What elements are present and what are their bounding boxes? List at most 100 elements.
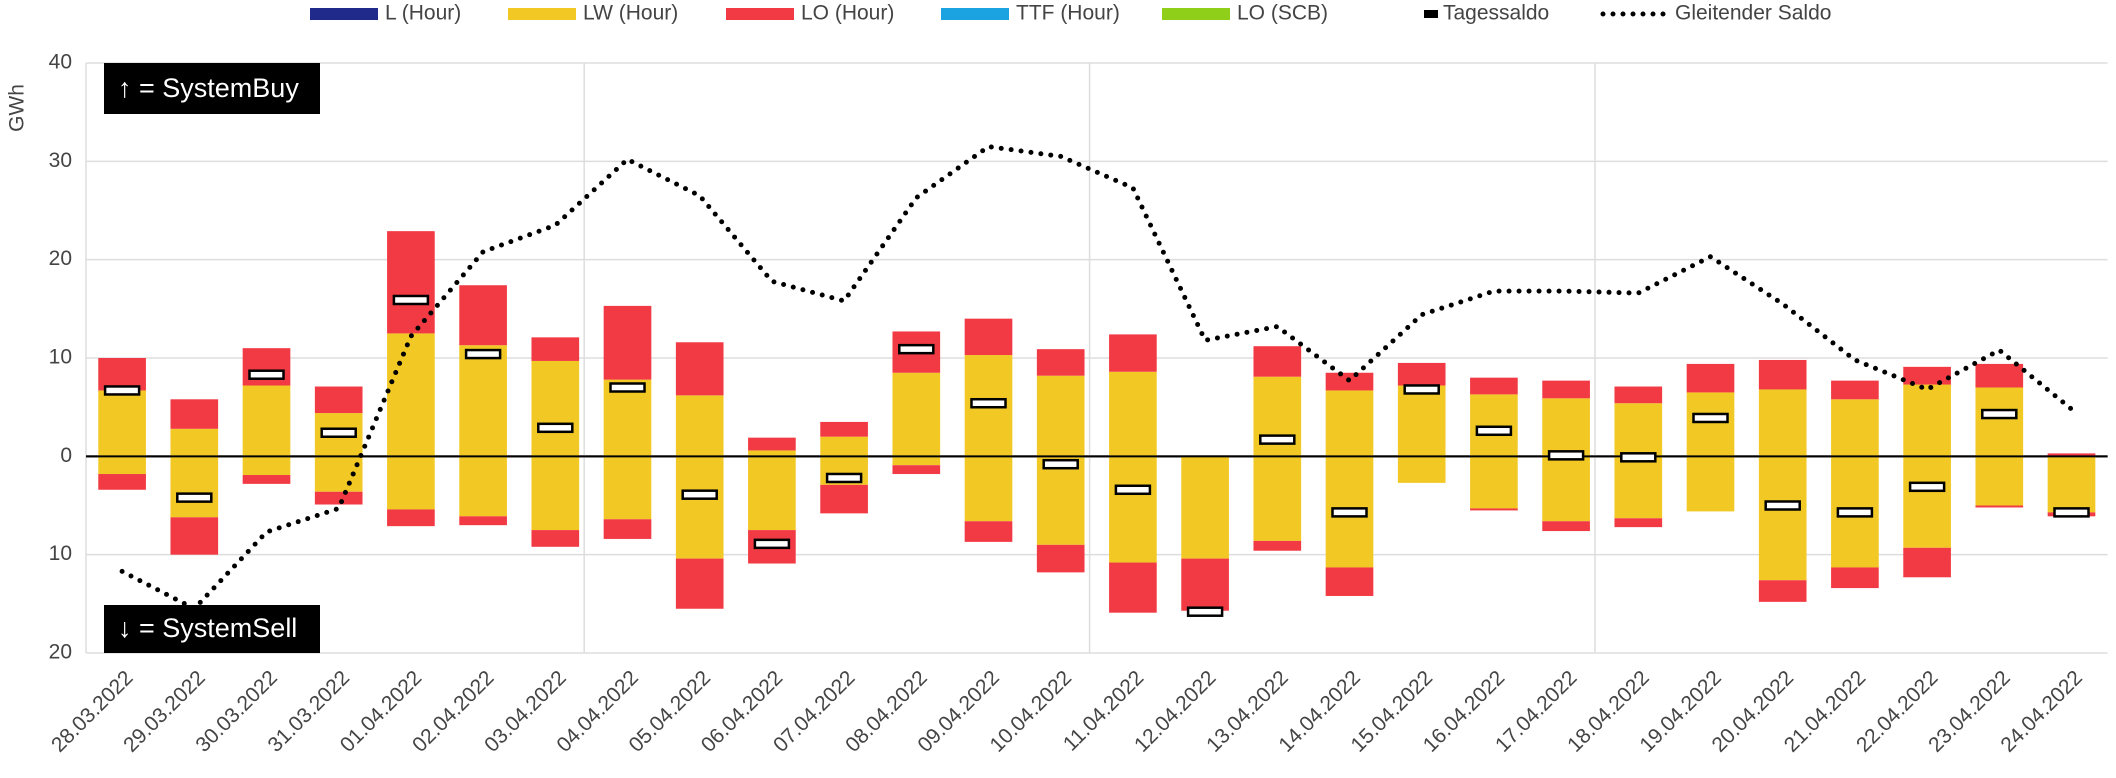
bar-segment bbox=[1758, 389, 1807, 457]
bar-segment bbox=[820, 436, 868, 457]
bar-segment bbox=[1109, 334, 1157, 372]
bar-segment bbox=[242, 385, 291, 457]
bar-segment bbox=[387, 509, 435, 527]
daily-balance-marker bbox=[537, 422, 574, 434]
bar-segment bbox=[748, 456, 796, 531]
bar-segment bbox=[964, 318, 1013, 356]
bar-segment bbox=[1397, 362, 1446, 386]
daily-balance-marker bbox=[825, 472, 863, 484]
bar-segment bbox=[820, 484, 868, 514]
bar-segment bbox=[314, 386, 363, 414]
y-axis-label: GWh bbox=[6, 84, 29, 132]
bar-segment bbox=[170, 428, 219, 457]
bar-segment bbox=[1325, 390, 1374, 457]
daily-balance-marker bbox=[1186, 606, 1224, 617]
legend-label: L (Hour) bbox=[385, 2, 461, 25]
daily-balance-marker bbox=[1331, 507, 1368, 518]
bar-segment bbox=[1975, 363, 2024, 388]
y-tick-label: 20 bbox=[49, 247, 72, 270]
bar-segment bbox=[1036, 375, 1085, 457]
bar-segment bbox=[1109, 562, 1157, 613]
bar-segment bbox=[748, 437, 796, 451]
bar-segment bbox=[1181, 558, 1229, 611]
bar-segment bbox=[1325, 567, 1374, 596]
bar-segment bbox=[1686, 392, 1735, 457]
y-tick-label: 0 bbox=[60, 444, 72, 467]
bar-segment bbox=[1614, 456, 1663, 519]
y-tick-label: 10 bbox=[49, 346, 72, 369]
legend-label: LW (Hour) bbox=[583, 2, 678, 25]
daily-balance-marker bbox=[1403, 384, 1440, 395]
bar-segment bbox=[531, 456, 580, 531]
daily-balance-marker bbox=[1042, 458, 1079, 470]
bar-segment bbox=[748, 450, 796, 457]
bar-segment bbox=[1758, 359, 1807, 390]
bar-segment bbox=[964, 521, 1013, 542]
bar-segment bbox=[1831, 567, 1879, 589]
bar-segment bbox=[1758, 580, 1807, 602]
bar-segment bbox=[1036, 544, 1085, 573]
bar-segment bbox=[1975, 505, 2024, 508]
y-tick-label: 30 bbox=[49, 149, 72, 172]
bar-segment bbox=[459, 516, 507, 526]
bar-segment bbox=[1614, 386, 1663, 404]
bar-segment bbox=[242, 456, 291, 476]
bar-segment bbox=[98, 358, 146, 391]
bar-segment bbox=[1109, 456, 1157, 563]
bar-segment bbox=[387, 456, 435, 510]
bar-segment bbox=[1253, 346, 1302, 377]
bar-segment bbox=[603, 456, 652, 520]
bar-segment bbox=[675, 558, 724, 609]
bar-segment bbox=[1903, 384, 1951, 457]
annotation-box bbox=[104, 63, 320, 114]
bar-segment bbox=[1542, 456, 1590, 522]
bar-segment bbox=[1903, 456, 1951, 548]
bar-segment bbox=[1614, 518, 1663, 528]
bar-segment bbox=[1181, 456, 1229, 559]
bar-segment bbox=[1253, 540, 1302, 551]
bar-segment bbox=[170, 399, 219, 429]
daily-balance-marker bbox=[1764, 500, 1801, 511]
bar-segment bbox=[603, 305, 652, 380]
bar-segment bbox=[459, 456, 507, 517]
bar-segment bbox=[1614, 403, 1663, 457]
daily-balance-marker bbox=[1620, 452, 1657, 463]
bar-segment bbox=[2047, 456, 2096, 513]
bar-segment bbox=[170, 517, 219, 555]
y-tick-label: 40 bbox=[49, 51, 72, 74]
daily-balance-marker bbox=[103, 385, 141, 396]
bar-segment bbox=[1903, 366, 1951, 385]
bar-segment bbox=[1397, 385, 1446, 457]
daily-balance-marker bbox=[464, 348, 502, 360]
bar-segment bbox=[98, 456, 146, 475]
daily-balance-marker bbox=[2053, 507, 2090, 518]
bar-segment bbox=[1109, 371, 1157, 457]
bar-segment bbox=[459, 345, 507, 457]
bar-segment bbox=[314, 491, 363, 505]
bar-segment bbox=[531, 360, 580, 457]
legend-label: TTF (Hour) bbox=[1016, 2, 1120, 25]
bar-segment bbox=[1758, 456, 1807, 581]
legend-swatch bbox=[508, 8, 576, 20]
bar-segment bbox=[98, 474, 146, 490]
bar-segment bbox=[1470, 508, 1518, 511]
bar-segment bbox=[1903, 547, 1951, 578]
legend-label: LO (SCB) bbox=[1237, 2, 1328, 25]
annotation: ↓ = SystemSell bbox=[118, 613, 297, 643]
daily-balance-marker bbox=[176, 492, 213, 503]
bar-segment bbox=[1470, 377, 1518, 395]
legend-swatch bbox=[726, 8, 794, 20]
daily-balance-marker bbox=[681, 489, 718, 500]
bar-segment bbox=[531, 530, 580, 547]
daily-balance-marker bbox=[1114, 484, 1152, 496]
bar-segment bbox=[1036, 456, 1085, 545]
legend-label: Gleitender Saldo bbox=[1675, 2, 1831, 25]
annotation: ↑ = SystemBuy bbox=[118, 73, 299, 103]
daily-balance-marker bbox=[320, 427, 357, 438]
bar-segment bbox=[1831, 399, 1879, 457]
legend-swatch bbox=[941, 8, 1009, 20]
bar-segment bbox=[1253, 456, 1302, 541]
y-tick-label: 10 bbox=[49, 542, 72, 565]
daily-balance-marker bbox=[1475, 425, 1513, 437]
